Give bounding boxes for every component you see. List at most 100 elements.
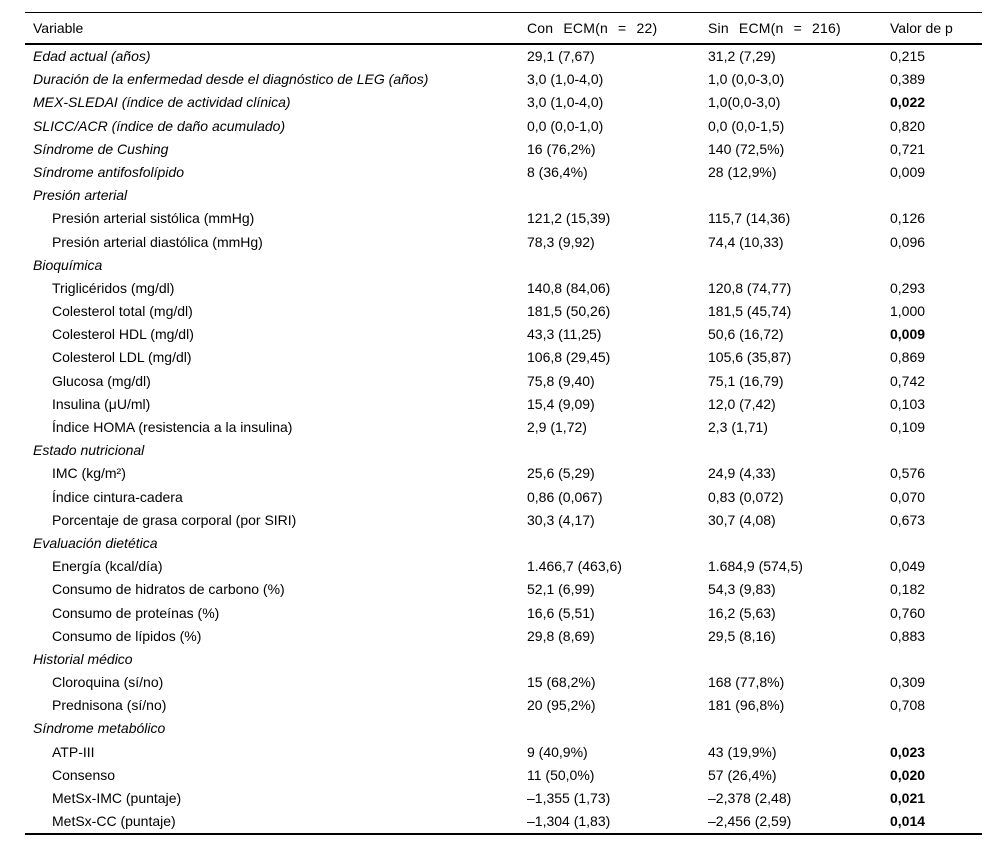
table-row: Porcentaje de grasa corporal (por SIRI) … <box>25 509 982 532</box>
sin-ecm-value: –2,378 (2,48) <box>708 790 792 806</box>
variable-label: Colesterol HDL (mg/dl) <box>52 326 194 343</box>
sin-ecm-value: 50,6 (16,72) <box>708 326 784 343</box>
table-row: Síndrome de Cushing 16 (76,2%) 140 (72,5… <box>25 138 982 161</box>
p-value: 0,182 <box>890 581 926 598</box>
variable-label: Presión arterial <box>33 187 128 204</box>
table-row: Estado nutricional <box>25 439 982 462</box>
con-ecm-value: 106,8 (29,45) <box>527 349 611 366</box>
p-value: 0,576 <box>890 465 926 482</box>
p-value: 0,096 <box>890 233 926 250</box>
con-ecm-value: 75,8 (9,40) <box>527 372 595 389</box>
p-value: 0,126 <box>890 210 926 227</box>
p-value: 0,708 <box>890 697 926 714</box>
variable-label: Índice cintura-cadera <box>52 488 183 505</box>
con-ecm-value: 0,0 (0,0-1,0) <box>527 117 604 134</box>
con-ecm-value: 3,0 (1,0-4,0) <box>527 71 604 88</box>
p-value: 0,009 <box>890 163 926 180</box>
con-ecm-value: 30,3 (4,17) <box>527 511 595 528</box>
sin-ecm-value: 1,0 (0,0-3,0) <box>708 71 785 88</box>
p-value: 0,023 <box>890 743 926 760</box>
variable-label: Presión arterial sistólica (mmHg) <box>52 210 255 227</box>
con-ecm-value: 20 (95,2%) <box>527 697 596 714</box>
sin-ecm-value: 168 (77,8%) <box>708 674 785 691</box>
sin-ecm-value: 105,6 (35,87) <box>708 349 792 366</box>
p-value: 1,000 <box>890 303 926 320</box>
sin-ecm-value: 1.684,9 (574,5) <box>708 558 803 575</box>
con-ecm-value: 8 (36,4%) <box>527 163 588 180</box>
table-row: Colesterol HDL (mg/dl) 43,3 (11,25) 50,6… <box>25 323 982 346</box>
p-value: 0,070 <box>890 488 926 505</box>
sin-ecm-value: 181,5 (45,74) <box>708 303 792 320</box>
sin-ecm-value: 140 (72,5%) <box>708 140 785 157</box>
variable-label: Porcentaje de grasa corporal (por SIRI) <box>52 511 297 528</box>
column-header-sin-ecm: Sin ECM(n = 216) <box>708 20 841 36</box>
p-value: 0,014 <box>890 813 926 830</box>
variable-label: Consumo de hidratos de carbono (%) <box>52 581 285 598</box>
table-row: IMC (kg/m²) 25,6 (5,29) 24,9 (4,33) 0,57… <box>25 462 982 485</box>
con-ecm-value: 0,86 (0,067) <box>527 488 603 505</box>
table-row: Historial médico <box>25 648 982 671</box>
sin-ecm-value: 74,4 (10,33) <box>708 233 784 250</box>
con-ecm-value: –1,355 (1,73) <box>527 790 611 806</box>
column-header-variable: Variable <box>33 20 84 36</box>
p-value: 0,020 <box>890 766 926 783</box>
p-value: 0,293 <box>890 279 926 296</box>
table-row: Bioquímica <box>25 254 982 277</box>
variable-label: Prednisona (sí/no) <box>52 697 167 714</box>
variable-label: Glucosa (mg/dl) <box>52 372 151 389</box>
table-row: Cloroquina (sí/no) 15 (68,2%) 168 (77,8%… <box>25 671 982 694</box>
variable-label: Colesterol total (mg/dl) <box>52 303 193 320</box>
table-row: Edad actual (años) 29,1 (7,67) 31,2 (7,2… <box>25 45 982 68</box>
sin-ecm-value: 57 (26,4%) <box>708 766 777 783</box>
table-row: Consenso 11 (50,0%) 57 (26,4%) 0,020 <box>25 764 982 787</box>
con-ecm-value: 16,6 (5,51) <box>527 604 595 621</box>
variable-label: MetSx-CC (puntaje) <box>52 813 176 830</box>
p-value: 0,009 <box>890 326 926 343</box>
p-value: 0,022 <box>890 94 926 111</box>
sin-ecm-value: –2,456 (2,59) <box>708 813 792 830</box>
table-row: Triglicéridos (mg/dl) 140,8 (84,06) 120,… <box>25 277 982 300</box>
table-row: Consumo de hidratos de carbono (%) 52,1 … <box>25 578 982 601</box>
variable-label: Edad actual (años) <box>33 48 151 64</box>
sin-ecm-value: 115,7 (14,36) <box>708 210 791 227</box>
column-header-con-ecm: Con ECM(n = 22) <box>527 20 658 36</box>
con-ecm-value: 43,3 (11,25) <box>527 326 602 343</box>
sin-ecm-value: 0,0 (0,0-1,5) <box>708 117 785 134</box>
con-ecm-value: 181,5 (50,26) <box>527 303 611 320</box>
sin-ecm-value: 29,5 (8,16) <box>708 627 776 644</box>
table-row: Glucosa (mg/dl) 75,8 (9,40) 75,1 (16,79)… <box>25 370 982 393</box>
sin-ecm-value: 30,7 (4,08) <box>708 511 776 528</box>
p-value: 0,215 <box>890 48 926 64</box>
variable-label: Consumo de lípidos (%) <box>52 627 202 644</box>
p-value: 0,109 <box>890 419 926 435</box>
con-ecm-value: 29,8 (8,69) <box>527 627 595 644</box>
table-row: Prednisona (sí/no) 20 (95,2%) 181 (96,8%… <box>25 694 982 717</box>
table-row: Colesterol total (mg/dl) 181,5 (50,26) 1… <box>25 300 982 323</box>
variable-label: Insulina (μU/ml) <box>52 395 151 412</box>
sin-ecm-value: 12,0 (7,42) <box>708 395 776 412</box>
table-row: SLICC/ACR (índice de daño acumulado) 0,0… <box>25 115 982 138</box>
table-row: Colesterol LDL (mg/dl) 106,8 (29,45) 105… <box>25 346 982 369</box>
sin-ecm-value: 54,3 (9,83) <box>708 581 776 598</box>
variable-label: Duración de la enfermedad desde el diagn… <box>33 71 429 88</box>
table-body: Edad actual (años) 29,1 (7,67) 31,2 (7,2… <box>25 45 982 833</box>
variable-label: Estado nutricional <box>33 442 145 459</box>
table-row: Síndrome antifosfolípido 8 (36,4%) 28 (1… <box>25 161 982 184</box>
con-ecm-value: 78,3 (9,92) <box>527 233 595 250</box>
table-row: Índice cintura-cadera 0,86 (0,067) 0,83 … <box>25 486 982 509</box>
table-row: Consumo de proteínas (%) 16,6 (5,51) 16,… <box>25 602 982 625</box>
variable-label: Síndrome de Cushing <box>33 140 169 157</box>
table-row: Duración de la enfermedad desde el diagn… <box>25 68 982 91</box>
sin-ecm-value: 181 (96,8%) <box>708 697 785 714</box>
con-ecm-value: 140,8 (84,06) <box>527 279 611 296</box>
variable-label: Colesterol LDL (mg/dl) <box>52 349 192 366</box>
sin-ecm-value: 75,1 (16,79) <box>708 372 784 389</box>
table-row: MetSx-CC (puntaje) –1,304 (1,83) –2,456 … <box>25 810 982 833</box>
p-value: 0,742 <box>890 372 926 389</box>
table-row: Consumo de lípidos (%) 29,8 (8,69) 29,5 … <box>25 625 982 648</box>
variable-label: Consumo de proteínas (%) <box>52 604 220 621</box>
con-ecm-value: 16 (76,2%) <box>527 140 596 157</box>
p-value: 0,883 <box>890 627 926 644</box>
table-row: Síndrome metabólico <box>25 717 982 740</box>
table-row: Evaluación dietética <box>25 532 982 555</box>
